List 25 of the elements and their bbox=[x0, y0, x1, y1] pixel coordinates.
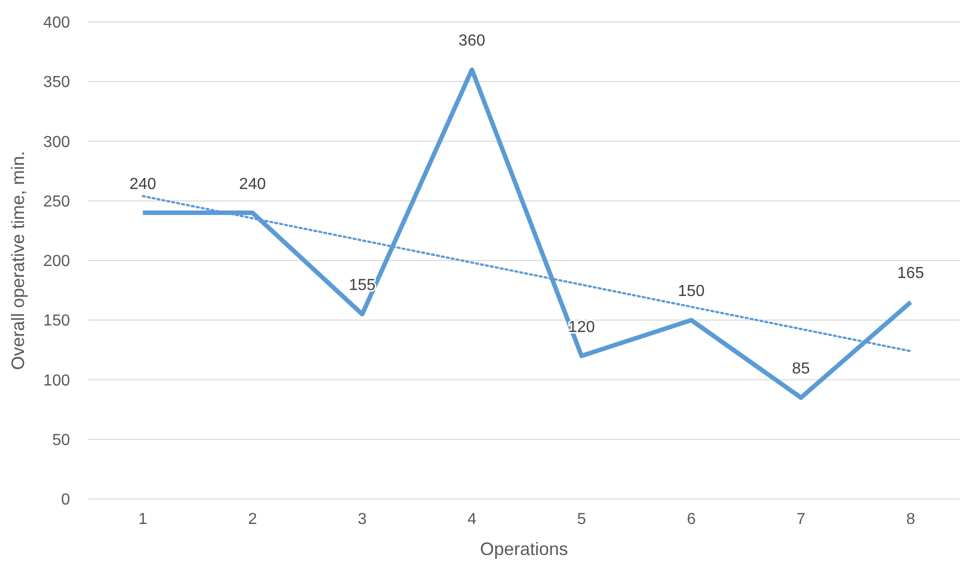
x-tick-label: 7 bbox=[796, 511, 806, 528]
y-tick-label: 50 bbox=[52, 432, 70, 449]
y-tick-label: 0 bbox=[61, 492, 70, 509]
y-tick-label: 200 bbox=[43, 253, 70, 270]
x-tick-label: 6 bbox=[686, 511, 696, 528]
x-axis-title: Operations bbox=[480, 539, 568, 559]
y-tick-label: 100 bbox=[43, 372, 70, 390]
y-tick-label: 150 bbox=[43, 312, 70, 330]
data-label: 240 bbox=[129, 176, 156, 193]
x-tick-label: 3 bbox=[358, 511, 367, 528]
y-tick-label: 350 bbox=[43, 74, 70, 92]
y-tick-label: 250 bbox=[43, 193, 70, 210]
y-tick-label: 300 bbox=[43, 134, 70, 151]
y-axis-title: Overall operative time, min. bbox=[8, 150, 28, 370]
data-label: 150 bbox=[678, 283, 705, 300]
x-tick-label: 4 bbox=[467, 511, 476, 528]
data-label: 165 bbox=[897, 265, 924, 282]
x-tick-label: 5 bbox=[577, 511, 586, 528]
x-tick-label: 8 bbox=[906, 511, 916, 528]
y-tick-label: 400 bbox=[43, 14, 70, 32]
data-label: 240 bbox=[239, 176, 266, 193]
x-tick-label: 2 bbox=[248, 511, 258, 528]
x-tick-label: 1 bbox=[138, 511, 148, 528]
data-label: 85 bbox=[792, 360, 810, 378]
data-label: 360 bbox=[458, 32, 486, 50]
